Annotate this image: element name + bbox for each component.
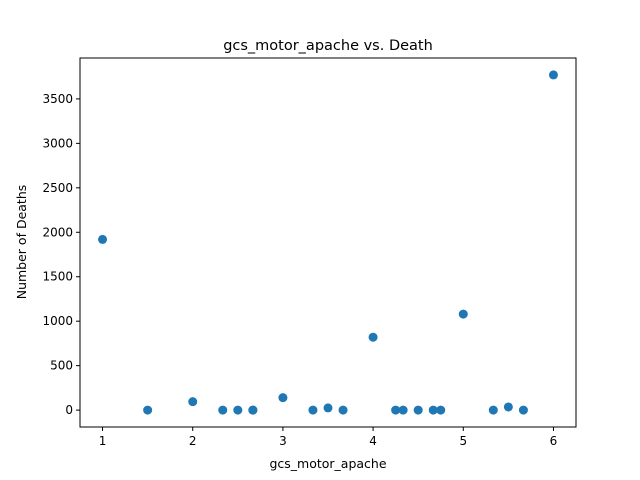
x-tick-label: 3 [279,434,287,448]
data-point [458,309,468,319]
data-point [503,402,513,412]
data-point [488,405,498,415]
y-tick-label: 1500 [42,270,73,284]
plot-frame [79,57,577,428]
data-point [278,393,288,403]
y-tick-label: 500 [50,359,73,373]
y-tick-label: 2500 [42,181,73,195]
y-tick-label: 0 [65,403,73,417]
x-tick-label: 1 [99,434,107,448]
data-point [518,405,528,415]
data-point [413,405,423,415]
data-point [323,403,333,413]
x-axis-label: gcs_motor_apache [269,456,386,471]
x-tick-label: 2 [189,434,197,448]
data-point [368,332,378,342]
y-axis-label: Number of Deaths [14,185,29,300]
data-point [436,405,446,415]
data-point [233,405,243,415]
x-tick-label: 5 [459,434,467,448]
chart-title: gcs_motor_apache vs. Death [223,38,433,54]
data-point [338,405,348,415]
data-point [398,405,408,415]
x-axis-ticks: 1 2 3 4 5 6 [99,427,558,448]
data-point [143,405,153,415]
x-tick-label: 4 [369,434,377,448]
data-point [188,397,198,407]
data-point [218,405,228,415]
x-tick-label: 6 [550,434,558,448]
data-point [248,405,258,415]
data-point [391,405,401,415]
y-tick-label: 1000 [42,314,73,328]
y-tick-label: 3000 [42,136,73,150]
data-point [98,234,108,244]
data-points [98,70,558,415]
y-tick-label: 3500 [42,92,73,106]
data-point [308,405,318,415]
y-axis-ticks: 0 500 1000 1500 2000 2500 3000 3500 [42,92,80,417]
data-point [548,70,558,80]
y-tick-label: 2000 [42,225,73,239]
data-point [428,405,438,415]
